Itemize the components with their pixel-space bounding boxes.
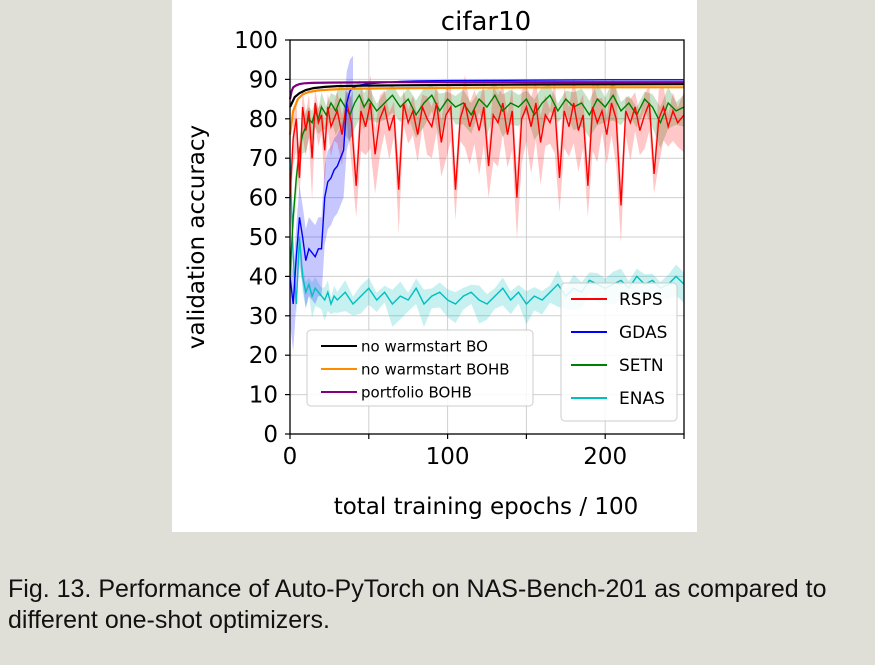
legend-label-setn: SETN bbox=[619, 356, 664, 376]
legends: no warmstart BO no warmstart BOHB portfoli… bbox=[306, 282, 678, 422]
legend-label-no-warmstart-bo: no warmstart BO bbox=[361, 337, 488, 355]
legend-box bbox=[560, 282, 678, 422]
legend-box bbox=[306, 329, 534, 407]
portfolio-bohb-line bbox=[288, 81, 684, 100]
y-tick-label: 90 bbox=[249, 67, 278, 93]
y-tick-label: 30 bbox=[249, 304, 278, 330]
legend-label-no-warmstart-bohb: no warmstart BOHB bbox=[361, 360, 510, 378]
y-tick-label: 10 bbox=[249, 383, 278, 409]
figure-caption: Fig. 13. Performance of Auto-PyTorch on … bbox=[8, 575, 827, 634]
y-tick-label: 60 bbox=[249, 186, 278, 212]
y-tick-label: 0 bbox=[263, 422, 278, 448]
y-axis-label: validation accuracy bbox=[184, 125, 210, 349]
chart: cifar10 total training epochs / 100 vali… bbox=[184, 7, 685, 520]
x-axis-label: total training epochs / 100 bbox=[334, 494, 639, 520]
y-tick-label: 80 bbox=[249, 107, 278, 133]
y-tick-label: 40 bbox=[249, 264, 278, 290]
enas-band bbox=[290, 147, 684, 327]
x-tick-label: 0 bbox=[283, 444, 298, 470]
rsps-band bbox=[290, 74, 684, 244]
legend-label-portfolio-bohb: portfolio BOHB bbox=[361, 383, 472, 401]
axis-ticks: 0 100 200 0 10 20 30 40 50 60 70 80 90 100 bbox=[234, 28, 685, 470]
x-tick-label: 200 bbox=[583, 444, 627, 470]
legend-label-enas: ENAS bbox=[619, 389, 665, 409]
y-tick-label: 100 bbox=[234, 28, 278, 54]
rsps-line bbox=[289, 102, 685, 206]
y-tick-label: 50 bbox=[249, 225, 278, 251]
setn-line bbox=[289, 93, 685, 277]
setn-band bbox=[290, 79, 684, 305]
y-tick-label: 20 bbox=[249, 343, 278, 369]
gdas-band bbox=[290, 55, 354, 352]
chart-title: cifar10 bbox=[441, 7, 531, 37]
y-tick-label: 70 bbox=[249, 146, 278, 172]
no-warmstart-bohb-line bbox=[288, 86, 684, 135]
series-lines bbox=[288, 79, 685, 307]
legend-label-rsps: RSPS bbox=[619, 290, 663, 310]
confidence-bands bbox=[290, 55, 684, 352]
x-tick-label: 100 bbox=[426, 444, 470, 470]
legend-label-gdas: GDAS bbox=[619, 323, 667, 343]
no-warmstart-bo-line bbox=[289, 83, 685, 108]
